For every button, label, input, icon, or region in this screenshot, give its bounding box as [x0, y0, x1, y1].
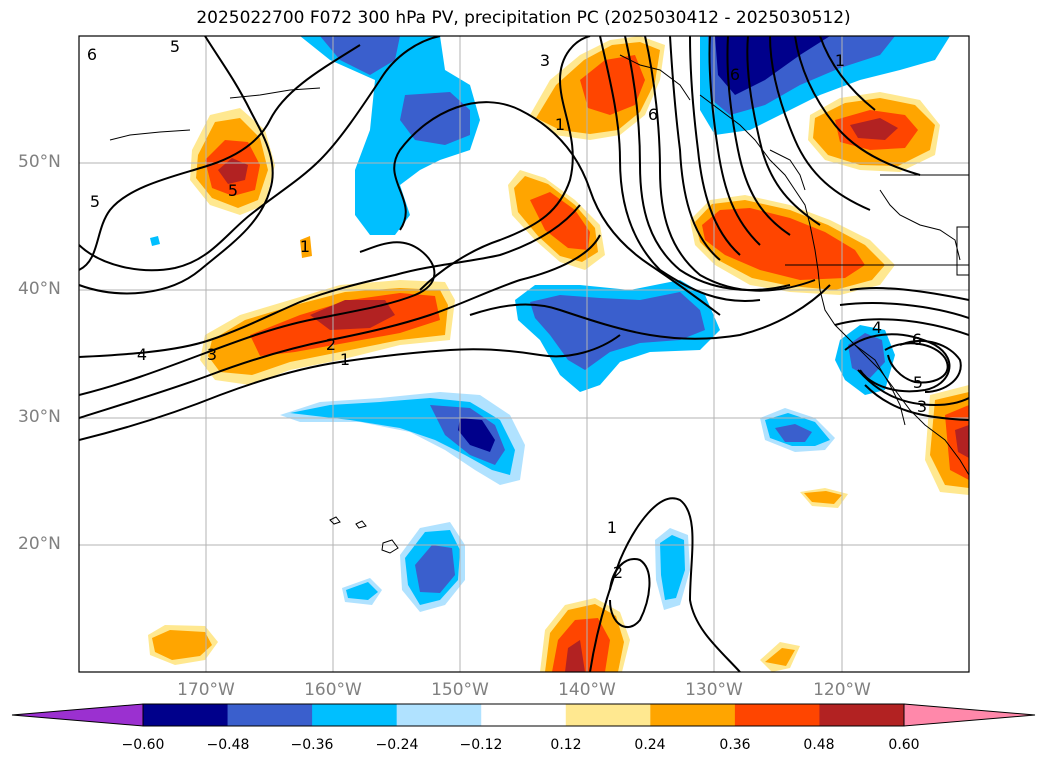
colorbar-tick: 0.60: [888, 737, 920, 753]
colorbar-swatch: [650, 704, 736, 726]
map-plot-area: 6 5 5 5 4 3 2 1 1 3 6 1 6 1 4 6 5 3 1 2: [79, 36, 969, 672]
colorbar-tick: −0.48: [206, 737, 250, 753]
colorbar-extend-low: [11, 703, 144, 727]
precip-shading: [148, 36, 969, 672]
map-title: 2025022700 F072 300 hPa PV, precipitatio…: [196, 8, 851, 28]
contour-label: 1: [555, 115, 565, 134]
lon-label-140w: 140°W: [558, 680, 616, 700]
map-frame: [78, 35, 970, 673]
contour-label: 6: [87, 45, 97, 64]
contour-label: 5: [170, 37, 180, 56]
lon-label-160w: 160°W: [304, 680, 362, 700]
contour-label: 6: [730, 65, 740, 84]
colorbar-tick: 0.12: [550, 737, 582, 753]
contour-label: 1: [340, 350, 350, 369]
lat-label-30n: 30°N: [18, 407, 61, 427]
colorbar-swatch: [481, 704, 567, 726]
contour-label: 4: [137, 345, 147, 364]
contour-label: 3: [207, 345, 217, 364]
colorbar-tick: −0.24: [375, 737, 419, 753]
contour-label: 5: [228, 181, 238, 200]
contour-label: 1: [835, 51, 845, 70]
colorbar-tick: −0.36: [290, 737, 334, 753]
colorbar-tick: 0.36: [719, 737, 751, 753]
lat-label-40n: 40°N: [18, 279, 61, 299]
contour-label: 6: [912, 330, 922, 349]
contour-label: 5: [90, 192, 100, 211]
contour-label: 4: [872, 318, 882, 337]
lat-label-20n: 20°N: [18, 534, 61, 554]
contour-label: 5: [913, 373, 923, 392]
lon-label-150w: 150°W: [431, 680, 489, 700]
colorbar-extend-high: [903, 703, 1036, 727]
contour-label: 1: [300, 237, 310, 256]
colorbar-swatch: [143, 704, 229, 726]
colorbar-swatch: [312, 704, 398, 726]
colorbar-swatch: [734, 704, 820, 726]
colorbar-swatch: [227, 704, 313, 726]
map-gridlines: [79, 36, 969, 672]
contour-label: 3: [540, 51, 550, 70]
pv-contours: [79, 36, 969, 672]
lon-label-130w: 130°W: [685, 680, 743, 700]
lon-label-120w: 120°W: [813, 680, 871, 700]
contour-label: 6: [648, 105, 658, 124]
contour-label: 2: [326, 335, 336, 354]
colorbar: [11, 703, 1036, 727]
lon-label-170w: 170°W: [177, 680, 235, 700]
contour-label: 2: [613, 563, 623, 582]
colorbar-swatch: [565, 704, 651, 726]
coastlines: [109, 54, 969, 554]
pv-contour-labels: 6 5 5 5 4 3 2 1 1 3 6 1 6 1 4 6 5 3 1 2: [87, 37, 927, 582]
contour-label: 3: [917, 397, 927, 416]
contour-label: 1: [607, 518, 617, 537]
colorbar-swatch: [396, 704, 482, 726]
colorbar-swatches: [143, 704, 905, 726]
colorbar-tick: −0.60: [121, 737, 165, 753]
colorbar-tick: 0.48: [803, 737, 835, 753]
colorbar-tick: −0.12: [459, 737, 503, 753]
colorbar-swatch: [819, 704, 905, 726]
colorbar-tick: 0.24: [634, 737, 666, 753]
lat-label-50n: 50°N: [18, 152, 61, 172]
